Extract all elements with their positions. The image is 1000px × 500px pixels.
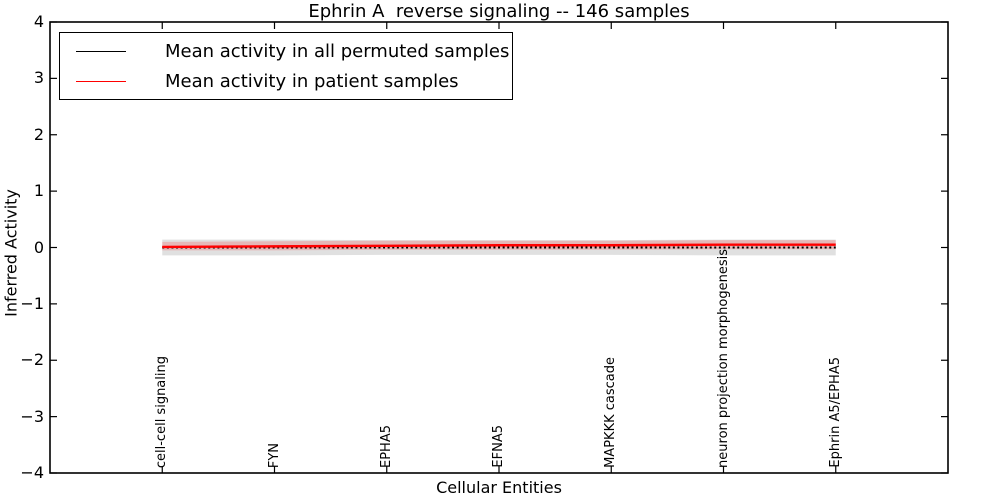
- y-tick-label: 1: [33, 181, 44, 201]
- x-tick-label: EPHA5: [378, 425, 394, 468]
- x-tick-label: EFNA5: [491, 425, 506, 468]
- legend-item-permuted: Mean activity in all permuted samples: [60, 37, 512, 65]
- y-tick-label: 4: [33, 12, 44, 31]
- legend-item-patient: Mean activity in patient samples: [60, 67, 512, 95]
- axes-frame: [49, 21, 949, 474]
- x-axis-label: Cellular Entities: [436, 478, 562, 497]
- x-tick-label: FYN: [266, 442, 282, 468]
- chart-title: Ephrin A reverse signaling -- 146 sample…: [308, 1, 690, 22]
- y-tick-label: −1: [20, 293, 44, 313]
- y-tick-label: 0: [33, 237, 44, 257]
- y-tick-label: −2: [20, 350, 44, 370]
- patient-mean-line: [162, 243, 836, 249]
- y-tick-label: 3: [33, 68, 44, 88]
- legend: Mean activity in all permuted samples Me…: [59, 32, 513, 100]
- y-tick-label: 2: [33, 124, 44, 144]
- legend-label-patient: Mean activity in patient samples: [165, 70, 459, 92]
- x-tick-label: cell-cell signaling: [154, 355, 170, 468]
- x-tick-label: neuron projection morphogenesis: [715, 249, 731, 468]
- x-tick-label: Ephrin A5/EPHA5: [827, 357, 843, 468]
- y-tick-label: −3: [20, 406, 44, 426]
- legend-label-permuted: Mean activity in all permuted samples: [165, 40, 510, 62]
- patient-line-sample: [76, 80, 126, 82]
- y-tick-label: −4: [20, 463, 44, 482]
- x-tick-label: MAPKKK cascade: [603, 357, 619, 468]
- permuted-line-sample: [76, 50, 126, 52]
